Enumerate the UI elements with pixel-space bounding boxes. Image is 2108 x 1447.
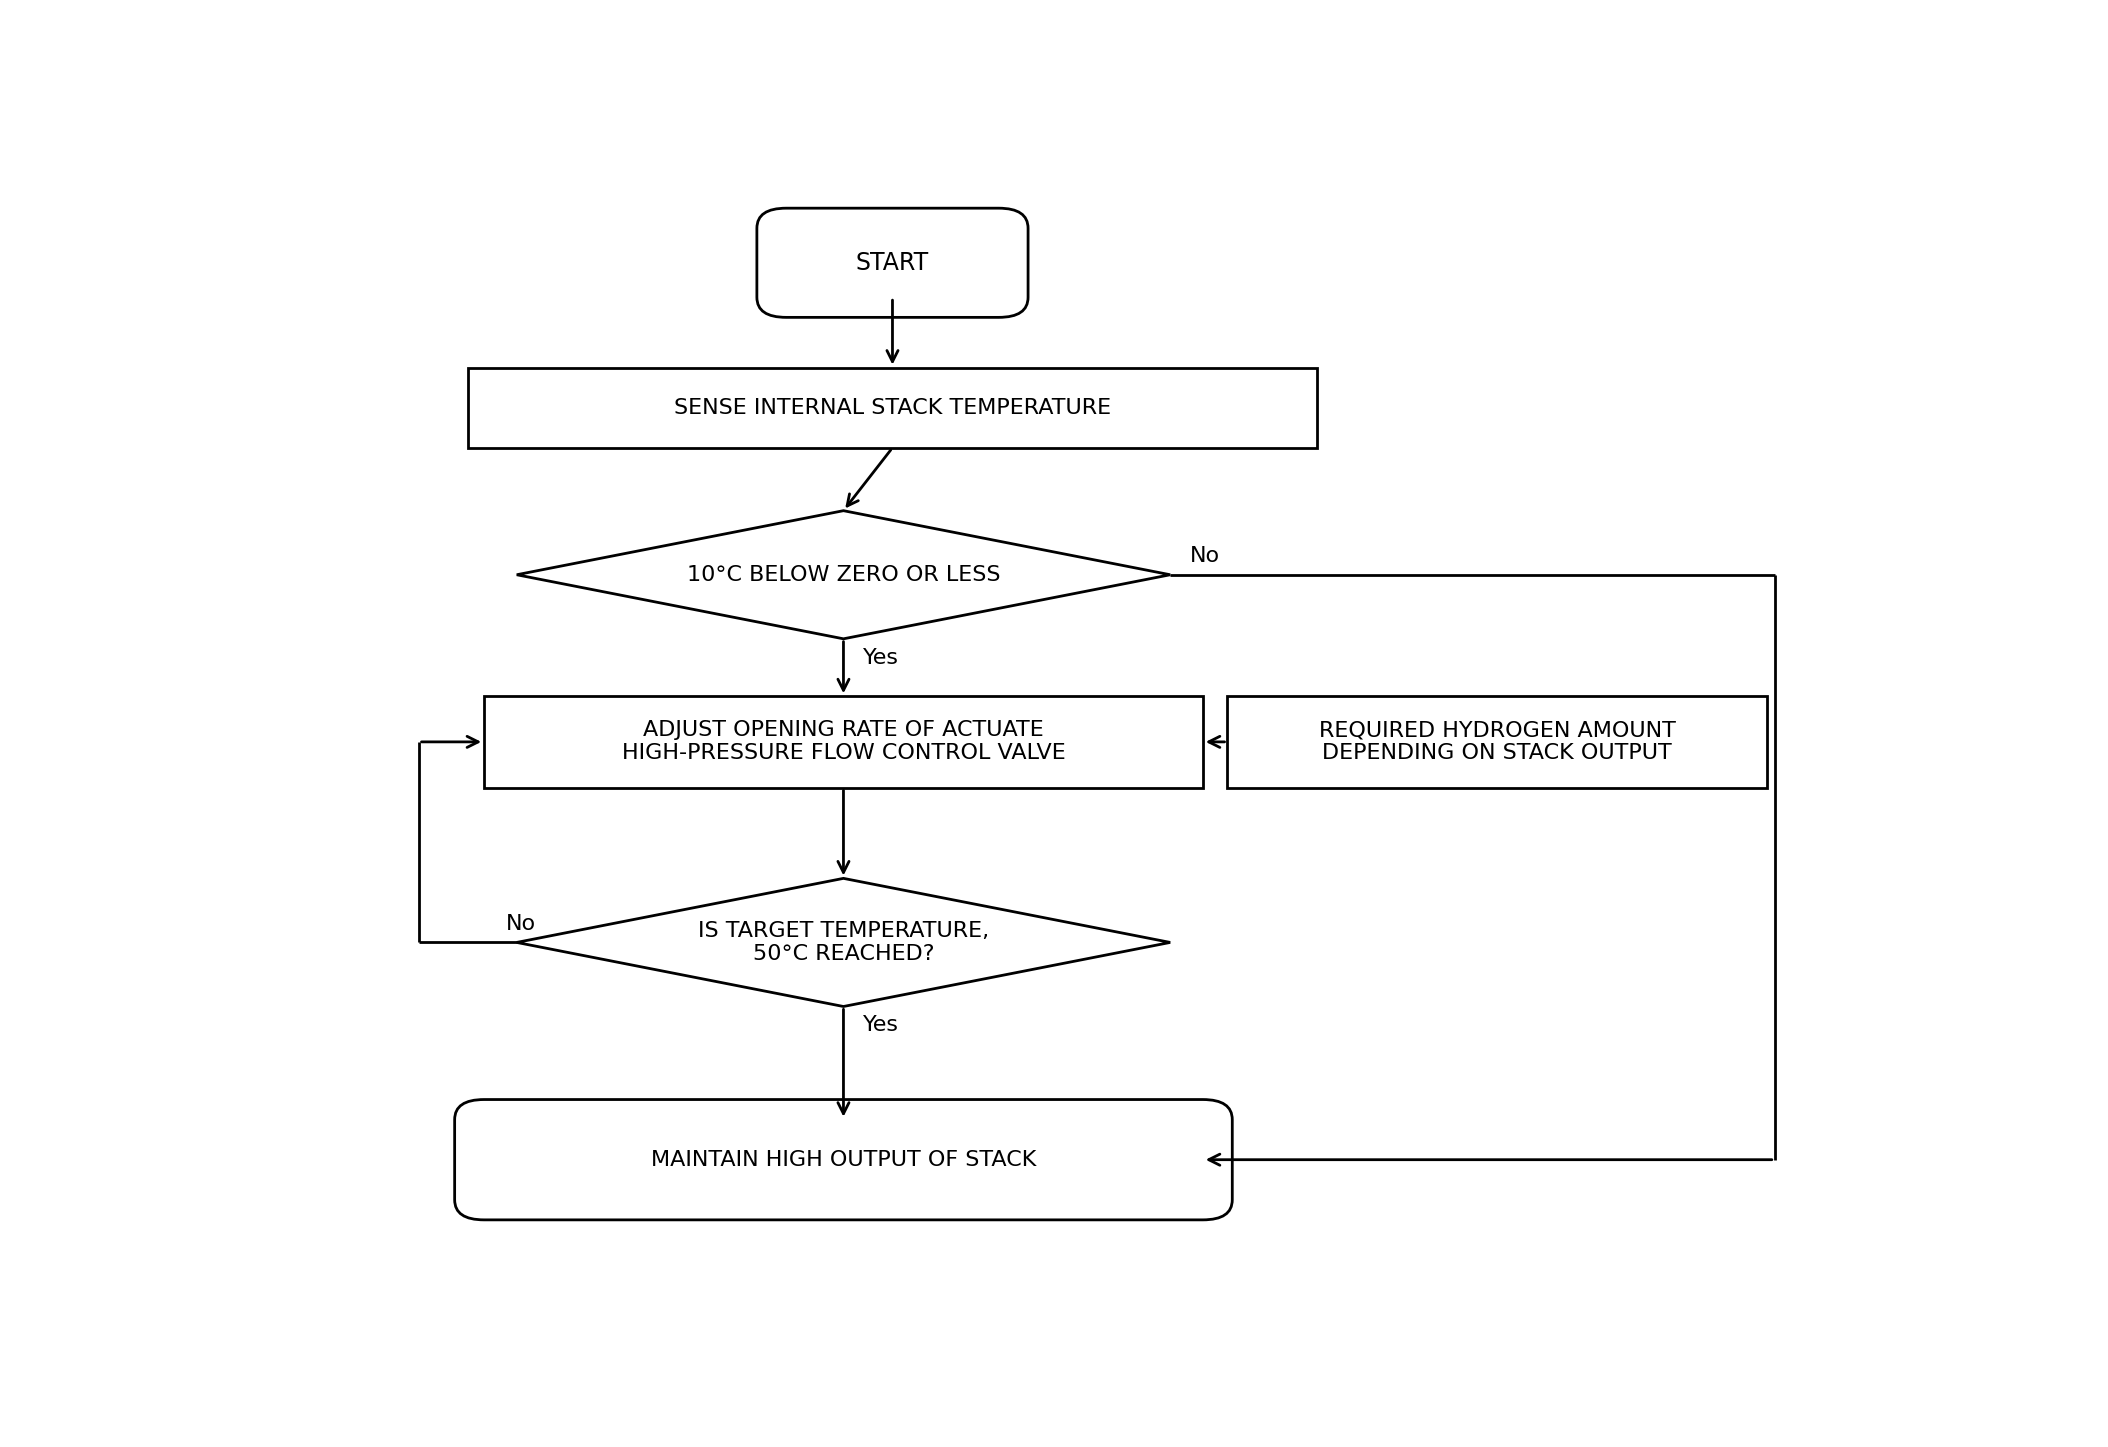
FancyBboxPatch shape	[455, 1100, 1233, 1220]
Text: IS TARGET TEMPERATURE,
50°C REACHED?: IS TARGET TEMPERATURE, 50°C REACHED?	[698, 920, 989, 964]
Text: No: No	[1189, 546, 1221, 566]
Polygon shape	[516, 511, 1170, 638]
Text: SENSE INTERNAL STACK TEMPERATURE: SENSE INTERNAL STACK TEMPERATURE	[675, 398, 1111, 418]
Text: Yes: Yes	[862, 1016, 900, 1036]
Bar	[468, 368, 1318, 447]
Text: No: No	[506, 913, 535, 933]
FancyBboxPatch shape	[757, 208, 1029, 317]
Text: MAINTAIN HIGH OUTPUT OF STACK: MAINTAIN HIGH OUTPUT OF STACK	[651, 1150, 1037, 1169]
Text: ADJUST OPENING RATE OF ACTUATE
HIGH-PRESSURE FLOW CONTROL VALVE: ADJUST OPENING RATE OF ACTUATE HIGH-PRES…	[622, 721, 1065, 764]
Text: 10°C BELOW ZERO OR LESS: 10°C BELOW ZERO OR LESS	[687, 564, 999, 585]
Bar	[1227, 696, 1767, 787]
Text: START: START	[856, 250, 930, 275]
Text: REQUIRED HYDROGEN AMOUNT
DEPENDING ON STACK OUTPUT: REQUIRED HYDROGEN AMOUNT DEPENDING ON ST…	[1318, 721, 1676, 764]
Polygon shape	[516, 878, 1170, 1007]
Text: Yes: Yes	[862, 648, 900, 667]
Bar	[485, 696, 1204, 787]
